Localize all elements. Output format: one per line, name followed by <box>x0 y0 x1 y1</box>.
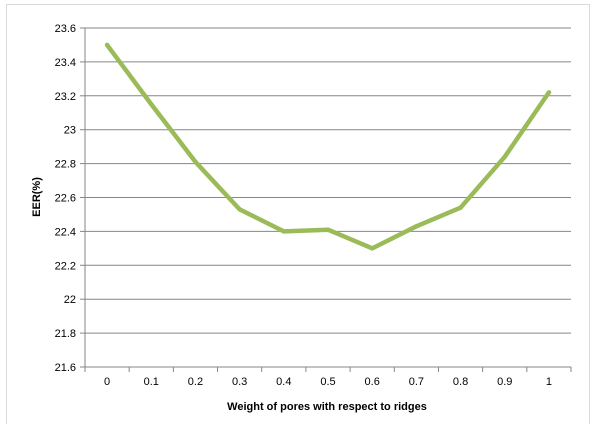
data-point <box>502 154 507 160</box>
y-tick-label: 22.4 <box>55 226 76 238</box>
data-point <box>193 159 198 165</box>
y-axis-title: EER(%) <box>31 177 43 217</box>
data-point <box>414 224 419 229</box>
y-tick-label: 22.2 <box>55 260 76 272</box>
data-point <box>325 227 331 232</box>
x-tick-label: 0 <box>104 376 110 388</box>
y-tick-label: 21.6 <box>55 362 76 374</box>
y-tick-label: 22 <box>64 294 76 306</box>
x-tick-label: 0.8 <box>453 376 468 388</box>
x-tick-label: 0.3 <box>232 376 247 388</box>
x-tick-labels: 0 0.1 0.2 0.3 0.4 0.5 0.6 0.7 0.8 0.9 1 <box>104 376 552 388</box>
x-tick-label: 0.7 <box>409 376 424 388</box>
series-line <box>104 42 552 251</box>
y-tick-label: 23.2 <box>55 91 76 103</box>
y-tick-label: 23.6 <box>55 23 76 35</box>
data-point <box>369 246 375 251</box>
data-point <box>546 90 552 95</box>
y-tick-label: 23 <box>64 125 76 137</box>
x-tick-label: 1 <box>546 376 552 388</box>
data-point <box>149 102 154 107</box>
data-point <box>104 42 110 48</box>
x-tick-label: 0.2 <box>188 376 203 388</box>
y-tick-label: 21.8 <box>55 328 76 340</box>
y-tick-label: 23.4 <box>55 57 76 69</box>
series-group <box>104 42 552 251</box>
x-tick-label: 0.4 <box>276 376 291 388</box>
chart-frame <box>6 4 590 424</box>
data-point <box>237 207 242 212</box>
x-axis-title: Weight of pores with respect to ridges <box>227 401 427 413</box>
gridlines <box>80 27 571 368</box>
y-tick-label: 22.6 <box>55 193 76 205</box>
x-tick-label: 0.6 <box>365 376 380 388</box>
y-tick-label: 22.8 <box>55 159 76 171</box>
data-point <box>458 205 463 210</box>
x-tick-label: 0.5 <box>320 376 335 388</box>
data-point <box>281 229 287 234</box>
y-tick-labels: 21.6 21.8 22 22.2 22.4 22.6 22.8 23 23.2 23.4 23.6 <box>55 23 76 374</box>
x-tick-label: 0.1 <box>144 376 159 388</box>
axes <box>84 28 572 372</box>
x-tick-label: 0.9 <box>497 376 512 388</box>
